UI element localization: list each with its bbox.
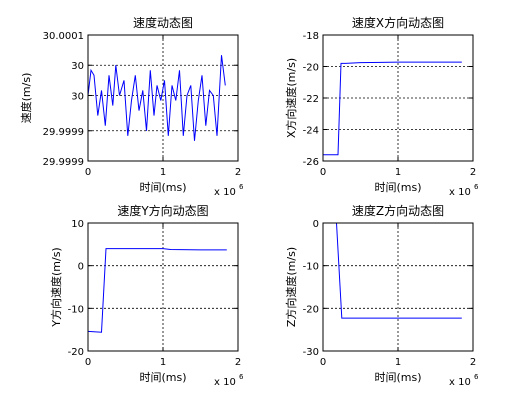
y-tick-label: -10 [68,304,84,315]
y-tick-label: 29.9999 [43,127,84,138]
x-tick-label: 1 [395,357,401,368]
x-tick-label: 0 [320,167,326,178]
y-tick-label: 30 [71,61,84,72]
y-tick-label: -20 [303,304,319,315]
x-tick-label: 0 [85,167,91,178]
x-multiplier-exponent: 6 [239,183,244,191]
y-tick-label: 30 [71,91,84,102]
chart-title: 速度X方向动态图 [352,15,444,30]
y-axis-label: 速度(m/s) [19,73,33,124]
series-line [87,248,227,333]
x-multiplier-exponent: 6 [239,373,244,381]
x-multiplier-base: x 10 [449,377,471,388]
y-tick-label: -20 [68,347,84,358]
x-tick-label: 1 [395,167,401,178]
y-tick-label: -10 [303,262,319,273]
series-line [323,61,462,156]
x-multiplier-base: x 10 [214,187,236,198]
x-tick-label: 1 [160,357,166,368]
x-axis-label: 时间(ms) [139,371,186,384]
x-tick-label: 2 [470,167,476,178]
x-axis-label: 时间(ms) [374,371,421,384]
x-multiplier-exponent: 6 [474,183,479,191]
y-tick-label: -22 [303,94,319,105]
x-tick-label: 2 [235,167,241,178]
x-tick-label: 1 [160,167,166,178]
y-tick-label: -24 [303,126,319,137]
y-tick-label: -20 [303,63,319,74]
chart-title: 速度Y方向动态图 [117,203,208,218]
y-tick-label: 30.0001 [43,31,84,42]
y-axis-label: Y方向速度(m/s) [49,247,63,327]
x-tick-label: 2 [470,357,476,368]
y-tick-label: 29.9999 [43,157,84,168]
chart-title: 速度动态图 [133,15,193,30]
series-line [87,55,226,141]
x-axis-label: 时间(ms) [374,181,421,194]
plot-area [88,35,238,161]
y-tick-label: -26 [303,157,319,168]
y-tick-label: -18 [303,31,319,42]
y-tick-label: -30 [303,347,319,358]
x-tick-label: 0 [320,357,326,368]
x-multiplier-base: x 10 [214,377,236,388]
x-tick-label: 0 [85,357,91,368]
x-multiplier-base: x 10 [449,187,471,198]
y-tick-label: 10 [71,219,84,230]
y-axis-label: X方向速度(m/s) [284,58,298,138]
x-axis-label: 时间(ms) [139,181,186,194]
plot-area [323,35,473,161]
x-multiplier-exponent: 6 [474,373,479,381]
y-tick-label: 0 [313,219,319,230]
x-tick-label: 2 [235,357,241,368]
chart-title: 速度Z方向动态图 [352,203,444,218]
y-axis-label: Z方向速度(m/s) [284,247,298,327]
y-tick-label: 0 [78,262,84,273]
